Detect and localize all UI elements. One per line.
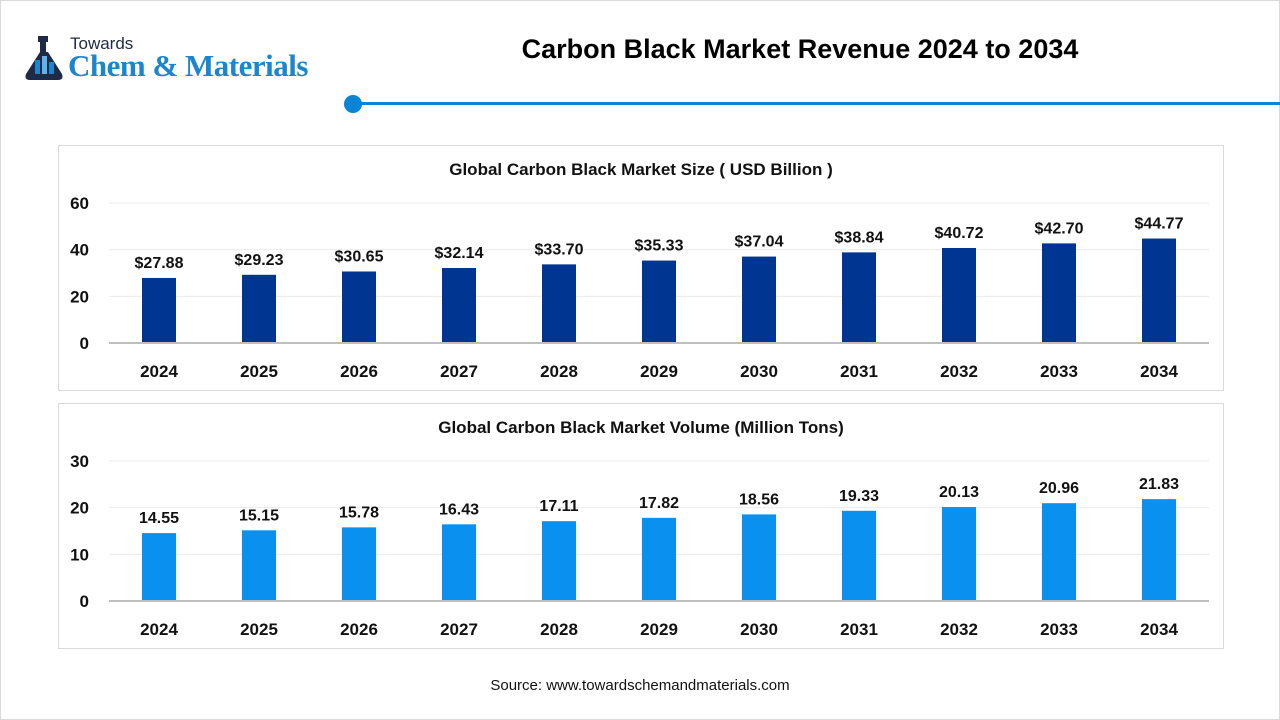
- accent-dot: [344, 95, 362, 113]
- x-tick-label: 2029: [640, 620, 678, 639]
- x-tick-label: 2026: [340, 362, 378, 381]
- data-label: 21.83: [1139, 476, 1179, 493]
- bar-2025: [242, 274, 276, 343]
- data-label: 20.96: [1039, 480, 1079, 497]
- data-label: 15.78: [339, 504, 379, 521]
- x-tick-label: 2034: [1140, 362, 1178, 381]
- x-tick-label: 2024: [140, 620, 178, 639]
- bar-2027: [442, 524, 476, 601]
- market-size-chart-panel: Global Carbon Black Market Size ( USD Bi…: [58, 145, 1224, 391]
- chart-title: Global Carbon Black Market Size ( USD Bi…: [449, 160, 833, 179]
- x-tick-label: 2030: [740, 362, 778, 381]
- data-label: 20.13: [939, 484, 979, 501]
- bar-2033: [1042, 243, 1076, 343]
- y-tick-label: 60: [70, 194, 89, 213]
- data-label: 17.82: [639, 495, 679, 512]
- bar-2029: [642, 260, 676, 343]
- x-tick-label: 2028: [540, 620, 578, 639]
- bar-2025: [242, 530, 276, 601]
- market-volume-chart-panel: Global Carbon Black Market Volume (Milli…: [58, 403, 1224, 649]
- x-tick-label: 2032: [940, 620, 978, 639]
- bar-2029: [642, 517, 676, 601]
- x-tick-label: 2025: [240, 362, 278, 381]
- x-tick-label: 2026: [340, 620, 378, 639]
- data-label: 19.33: [839, 488, 879, 505]
- accent-rule: [360, 102, 1280, 105]
- data-label: 14.55: [139, 510, 179, 527]
- bar-2026: [342, 271, 376, 343]
- x-tick-label: 2032: [940, 362, 978, 381]
- bar-2030: [742, 256, 776, 343]
- x-tick-label: 2029: [640, 362, 678, 381]
- data-label: $38.84: [835, 229, 884, 246]
- logo-main: Chem & Materials: [68, 48, 308, 83]
- y-tick-label: 30: [70, 452, 89, 471]
- y-tick-label: 0: [80, 334, 89, 353]
- data-label: 16.43: [439, 501, 479, 518]
- market-volume-chart: Global Carbon Black Market Volume (Milli…: [70, 418, 1209, 639]
- source-note: Source: www.towardschemandmaterials.com: [490, 677, 790, 694]
- data-label: 18.56: [739, 491, 779, 508]
- data-label: $42.70: [1035, 220, 1084, 237]
- bar-2032: [942, 247, 976, 343]
- bar-2026: [342, 527, 376, 601]
- bar-2031: [842, 510, 876, 601]
- flask-icon: [25, 36, 63, 80]
- x-tick-label: 2031: [840, 620, 878, 639]
- y-tick-label: 0: [80, 592, 89, 611]
- x-tick-label: 2025: [240, 620, 278, 639]
- x-tick-label: 2030: [740, 620, 778, 639]
- bar-2030: [742, 514, 776, 601]
- data-label: $40.72: [935, 225, 984, 242]
- bar-2034: [1142, 238, 1176, 343]
- x-tick-label: 2024: [140, 362, 178, 381]
- data-label: $30.65: [335, 248, 384, 265]
- data-label: $37.04: [735, 234, 784, 251]
- bar-2028: [542, 521, 576, 601]
- data-label: $27.88: [135, 255, 184, 272]
- x-tick-label: 2027: [440, 362, 478, 381]
- page-title: Carbon Black Market Revenue 2024 to 2034: [521, 34, 1079, 64]
- x-tick-label: 2027: [440, 620, 478, 639]
- bar-2027: [442, 268, 476, 343]
- data-label: $35.33: [635, 238, 684, 255]
- bar-2034: [1142, 499, 1176, 601]
- x-tick-label: 2034: [1140, 620, 1178, 639]
- market-size-chart: Global Carbon Black Market Size ( USD Bi…: [70, 160, 1209, 381]
- data-label: 15.15: [239, 507, 279, 524]
- bar-2024: [142, 277, 176, 343]
- bar-2033: [1042, 503, 1076, 601]
- x-tick-label: 2031: [840, 362, 878, 381]
- y-tick-label: 40: [70, 241, 89, 260]
- bar-2031: [842, 252, 876, 343]
- bar-2024: [142, 533, 176, 601]
- x-tick-label: 2028: [540, 362, 578, 381]
- bar-2032: [942, 507, 976, 601]
- data-label: $44.77: [1135, 216, 1184, 233]
- logo-towards: Towards: [70, 34, 134, 53]
- x-tick-label: 2033: [1040, 362, 1078, 381]
- y-tick-label: 20: [70, 287, 89, 306]
- data-label: 17.11: [539, 498, 578, 515]
- data-label: $33.70: [535, 241, 584, 258]
- data-label: $29.23: [235, 252, 284, 269]
- data-label: $32.14: [435, 245, 484, 262]
- x-tick-label: 2033: [1040, 620, 1078, 639]
- y-tick-label: 20: [70, 499, 89, 518]
- chart-title: Global Carbon Black Market Volume (Milli…: [438, 418, 844, 437]
- bar-2028: [542, 264, 576, 343]
- y-tick-label: 10: [70, 545, 89, 564]
